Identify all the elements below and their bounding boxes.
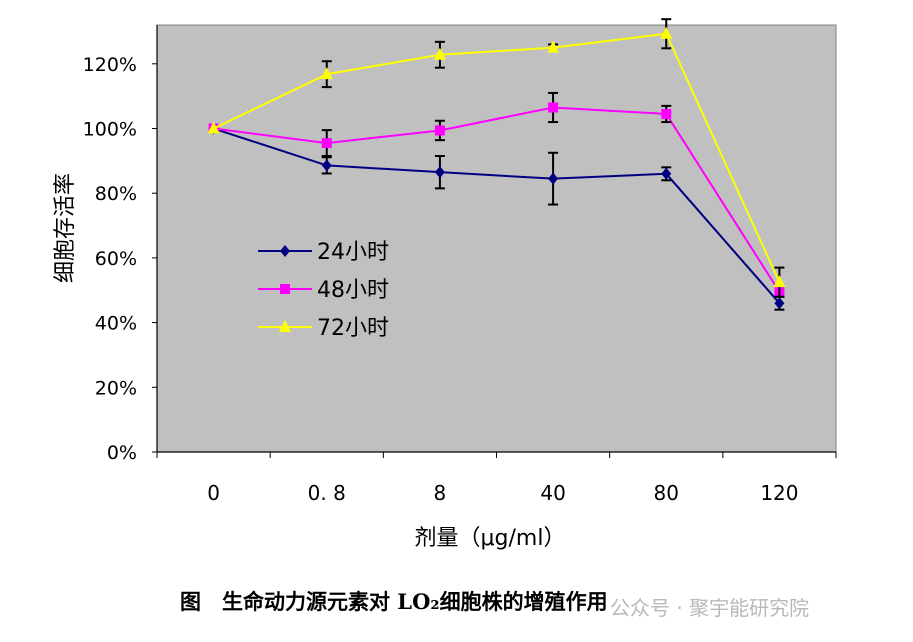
x-tick-label: 0 <box>207 481 220 505</box>
y-tick-label: 100% <box>83 119 137 141</box>
x-tick-label: 40 <box>540 481 565 505</box>
x-axis-label: 剂量（μg/ml） <box>415 526 566 551</box>
y-tick-label: 120% <box>83 54 137 76</box>
data-point <box>548 172 559 185</box>
plot-area <box>156 24 837 453</box>
data-point <box>433 47 446 60</box>
legend-item: 72小时 <box>258 316 389 341</box>
x-tick-label: 80 <box>654 481 679 505</box>
legend-marker <box>280 245 290 257</box>
data-point <box>547 40 560 53</box>
x-tick-label: 0. 8 <box>308 481 346 505</box>
y-tick-label: 60% <box>95 248 137 270</box>
data-point <box>207 121 220 134</box>
data-point <box>320 67 333 80</box>
series-2 <box>207 18 786 298</box>
y-tick-label: 40% <box>95 313 137 335</box>
data-point <box>774 297 785 310</box>
data-point <box>660 26 673 39</box>
legend-label: 72小时 <box>317 316 389 341</box>
legend-marker <box>279 320 291 332</box>
legend-label: 48小时 <box>317 278 389 303</box>
data-point <box>321 159 332 172</box>
data-point <box>661 167 672 180</box>
watermark: 公众号 · 聚宇能研究院 <box>610 596 810 620</box>
legend-marker <box>280 284 290 294</box>
legend-item: 24小时 <box>258 240 389 265</box>
x-tick-label: 8 <box>434 481 447 505</box>
x-tick-label: 120 <box>760 481 798 505</box>
data-point <box>434 125 445 136</box>
series-line <box>213 127 781 304</box>
legend-item: 48小时 <box>258 278 389 303</box>
data-point <box>548 102 559 113</box>
data-point <box>321 138 332 149</box>
series-line <box>213 106 781 293</box>
data-point <box>434 166 445 179</box>
figure-caption: 图 生命动力源元素对 LO₂细胞株的增殖作用 <box>180 589 608 614</box>
data-point <box>773 275 786 288</box>
data-point <box>661 108 672 119</box>
y-axis-label: 细胞存活率 <box>53 173 78 283</box>
series-line <box>213 32 781 283</box>
y-tick-label: 20% <box>95 377 137 399</box>
legend-label: 24小时 <box>317 240 389 265</box>
y-tick-label: 0% <box>107 442 137 464</box>
y-tick-label: 80% <box>95 183 137 205</box>
